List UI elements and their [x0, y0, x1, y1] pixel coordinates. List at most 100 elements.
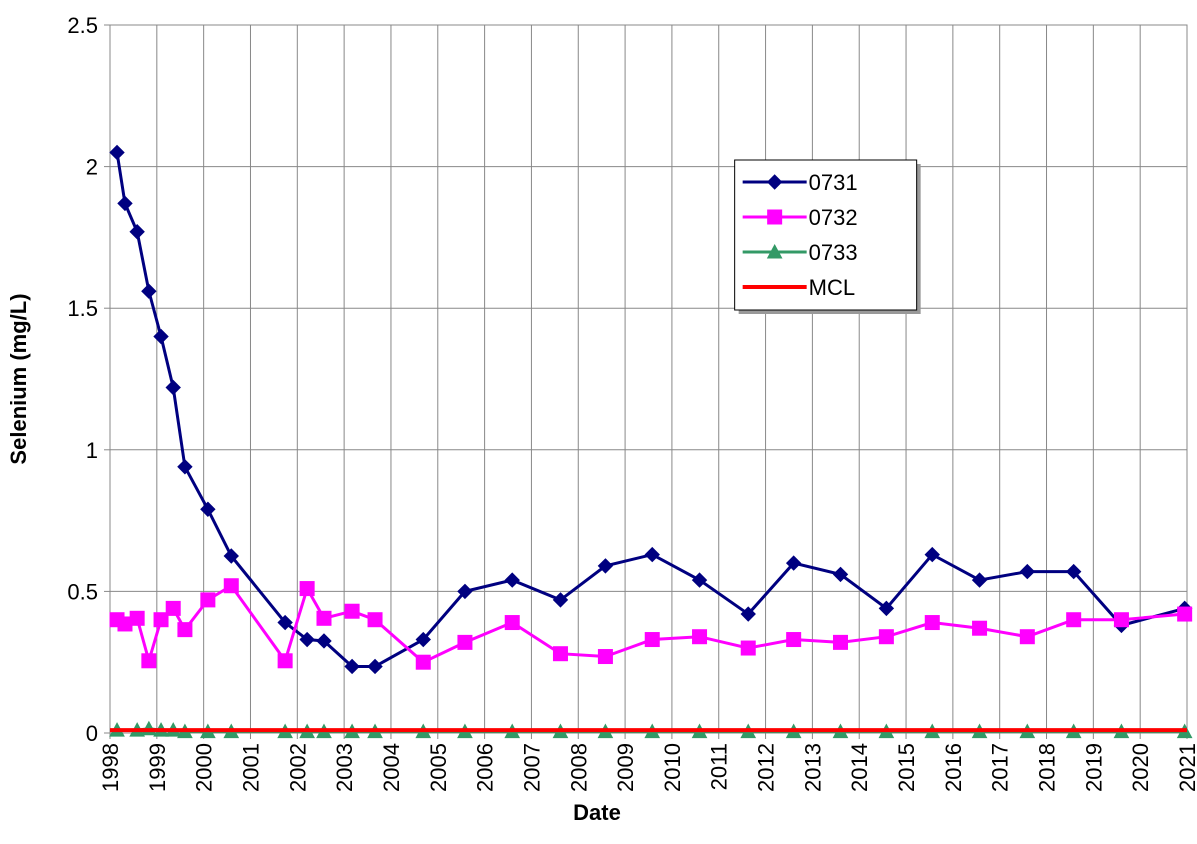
plot-border — [109, 24, 1188, 734]
x-axis-title: Date — [573, 800, 621, 825]
marker — [644, 632, 660, 648]
marker — [597, 649, 613, 665]
y-axis-title: Selenium (mg/L) — [6, 293, 31, 464]
marker — [878, 629, 894, 645]
marker — [109, 144, 125, 161]
x-tick-label: 2012 — [754, 743, 779, 792]
x-tick-label: 2004 — [379, 743, 404, 792]
marker — [878, 600, 895, 617]
marker — [1066, 612, 1082, 628]
x-tick-label: 2003 — [332, 743, 357, 792]
marker — [223, 578, 239, 594]
marker — [165, 379, 181, 396]
marker — [924, 546, 940, 563]
marker — [786, 632, 802, 648]
marker — [277, 614, 293, 631]
marker — [129, 610, 145, 626]
marker — [1177, 606, 1193, 622]
x-tick-label: 2000 — [192, 743, 217, 792]
marker — [767, 209, 783, 225]
marker — [165, 600, 181, 616]
marker — [597, 558, 614, 574]
marker — [552, 592, 569, 608]
marker — [832, 634, 848, 650]
marker — [177, 622, 193, 638]
x-tick-label: 2021 — [1175, 743, 1197, 792]
marker — [316, 633, 332, 649]
marker — [141, 283, 157, 299]
marker — [415, 654, 431, 670]
x-tick-label: 2006 — [473, 743, 498, 792]
marker — [367, 612, 383, 628]
legend: 0731 0732 0733 MCL — [734, 159, 921, 314]
legend-label: 0733 — [809, 240, 858, 265]
y-tick-label: 0 — [86, 721, 98, 746]
marker — [316, 610, 332, 626]
y-tick-label: 0.5 — [67, 579, 98, 604]
marker — [299, 631, 315, 648]
legend-label: MCL — [809, 275, 855, 300]
x-tick-label: 2018 — [1035, 743, 1060, 792]
x-tick-label: 2019 — [1081, 743, 1106, 792]
marker — [177, 459, 193, 475]
x-tick-label: 2013 — [800, 743, 825, 792]
x-tick-label: 2001 — [238, 743, 263, 792]
marker — [691, 572, 708, 588]
marker — [1019, 629, 1035, 645]
marker — [457, 583, 473, 600]
marker — [223, 548, 239, 564]
marker — [1065, 563, 1082, 580]
x-tick-label: 2007 — [519, 743, 544, 792]
x-tick-label: 2005 — [426, 743, 451, 792]
marker — [971, 572, 988, 588]
series-line — [115, 152, 1186, 668]
marker — [344, 658, 360, 675]
marker — [1019, 563, 1036, 580]
marker — [644, 546, 660, 563]
marker — [153, 328, 169, 345]
marker — [504, 615, 520, 631]
legend-label: 0732 — [809, 205, 858, 230]
x-tick-label: 2016 — [941, 743, 966, 792]
x-tick-label: 2017 — [988, 743, 1013, 792]
marker — [924, 615, 940, 631]
legend-label: 0731 — [809, 170, 858, 195]
marker — [766, 174, 783, 190]
marker — [117, 195, 133, 212]
marker — [740, 606, 756, 622]
marker — [766, 243, 783, 259]
x-tick-label: 2011 — [707, 743, 732, 790]
marker — [344, 603, 360, 619]
marker — [785, 555, 802, 571]
marker — [1113, 612, 1129, 628]
marker — [552, 646, 568, 662]
x-tick-label: 2009 — [613, 743, 638, 792]
marker — [200, 592, 216, 608]
x-tick-label: 2020 — [1128, 743, 1153, 792]
marker — [153, 612, 169, 628]
marker — [740, 640, 756, 656]
x-tick-label: 2010 — [660, 743, 685, 792]
marker — [141, 653, 157, 669]
x-tick-label: 1999 — [145, 743, 170, 792]
marker — [457, 634, 473, 650]
x-tick-label: 2014 — [847, 743, 872, 792]
marker — [200, 501, 216, 517]
x-tick-label: 2002 — [285, 743, 310, 792]
y-tick-label: 2 — [86, 155, 98, 180]
marker — [129, 224, 145, 240]
y-tick-label: 1 — [86, 438, 98, 463]
marker — [277, 653, 293, 669]
marker — [504, 572, 520, 588]
x-tick-label: 1998 — [98, 743, 123, 792]
series-line — [116, 583, 1185, 667]
marker — [972, 620, 988, 636]
marker — [832, 566, 849, 583]
x-tick-label: 2008 — [566, 743, 591, 792]
marker — [299, 581, 315, 597]
y-tick-label: 1.5 — [67, 296, 98, 321]
y-tick-label: 2.5 — [67, 13, 98, 38]
marker — [692, 629, 708, 645]
